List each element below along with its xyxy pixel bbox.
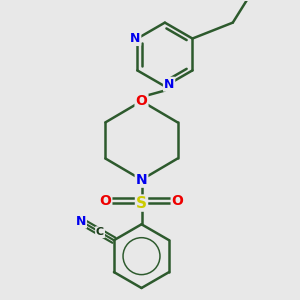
Text: O: O [136,94,147,108]
Text: O: O [172,194,184,208]
Text: N: N [136,173,147,187]
Text: O: O [100,194,111,208]
Text: S: S [136,196,147,211]
Text: N: N [164,78,174,91]
Text: N: N [76,214,86,228]
Text: N: N [130,32,140,45]
Text: C: C [96,227,104,237]
